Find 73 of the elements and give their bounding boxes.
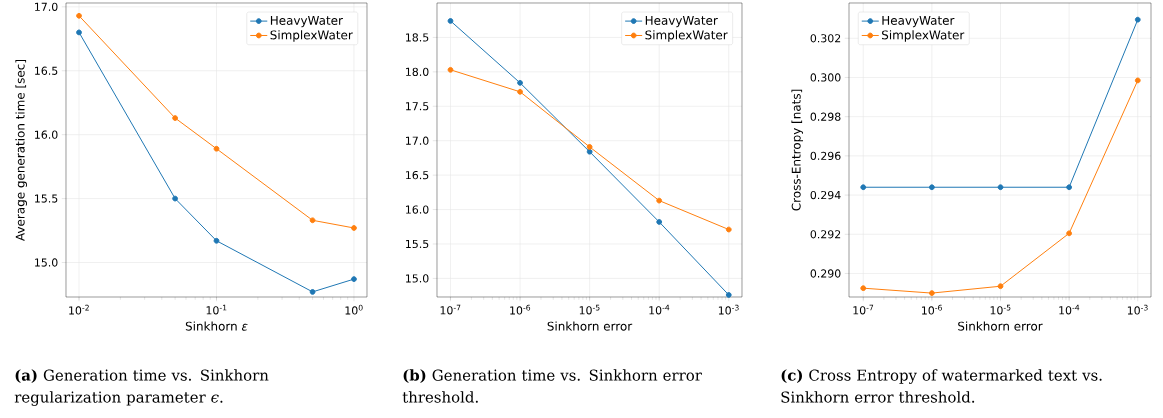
point <box>447 66 454 73</box>
y-tick-label: 18.0 <box>406 67 429 76</box>
legend-label: SimplexWater <box>270 30 353 42</box>
point <box>860 184 867 191</box>
y-tick-label: 17.0 <box>406 136 429 145</box>
point <box>586 148 593 155</box>
point <box>1066 184 1073 191</box>
x-axis-title: Sinkhorn ε <box>185 321 248 331</box>
x-tick-label: 10$^{-5}$ <box>990 304 1011 315</box>
y-tick-label: 16.0 <box>35 130 58 139</box>
point <box>351 225 357 231</box>
point <box>997 283 1004 290</box>
x-axis-title: Sinkhorn error <box>547 321 633 331</box>
point <box>928 290 935 296</box>
y-tick-label: 15.5 <box>35 194 58 203</box>
point <box>586 144 593 150</box>
legend-label: HeavyWater <box>882 16 955 28</box>
point <box>351 276 357 282</box>
point <box>517 88 523 95</box>
point <box>656 197 663 204</box>
point <box>928 184 935 191</box>
x-axis-title: Sinkhorn error <box>958 321 1043 331</box>
point <box>76 29 82 36</box>
point <box>213 145 220 152</box>
x-tick-label: 10$^{-3}$ <box>1127 304 1148 315</box>
y-tick-label: 16.0 <box>406 205 429 214</box>
y-tick-label: 0.294 <box>810 190 841 200</box>
legend-label: HeavyWater <box>270 16 343 28</box>
point <box>997 184 1004 191</box>
point <box>1134 16 1141 23</box>
point <box>1134 77 1141 84</box>
point <box>447 18 454 24</box>
y-tick-label: 15.5 <box>406 239 429 249</box>
y-tick-label: 0.290 <box>810 269 841 278</box>
text: (a) Generation time vs. Sinkhorn regularization parameter ϵ. <box>14 369 269 406</box>
legend-label: SimplexWater <box>645 30 728 42</box>
y-tick-label: 17.0 <box>35 2 58 11</box>
y-tick-label: 17.5 <box>406 102 429 111</box>
y-tick-label: 16.5 <box>35 66 58 75</box>
y-tick-label: 18.5 <box>406 33 429 42</box>
point <box>725 226 732 233</box>
y-tick-label: 0.298 <box>810 112 841 121</box>
y-tick-label: 0.292 <box>810 230 841 239</box>
text: (c) Cross Entropy of watermarked text vs. Sinkhorn error threshold. <box>781 369 1102 403</box>
x-tick-label: 10$^{-5}$ <box>579 304 600 315</box>
point <box>213 237 220 244</box>
legend-label: SimplexWater <box>882 30 965 42</box>
x-tick-label: 10$^{-6}$ <box>922 304 942 315</box>
x-tick-label: 10$^{-6}$ <box>510 304 531 315</box>
x-tick-label: 10$^{0}$ <box>345 304 363 315</box>
y-tick-label: 0.300 <box>810 73 841 82</box>
y-tick-label: 0.302 <box>810 34 841 43</box>
x-tick-label: 10$^{-4}$ <box>649 304 670 315</box>
y-axis-title: Average generation time [sec] <box>15 60 27 241</box>
text: (b) Generation time vs. Sinkhorn error threshold. <box>402 369 702 403</box>
y-tick-label: 16.5 <box>406 170 429 180</box>
x-tick-label: 10$^{-2}$ <box>69 304 89 315</box>
legend-label: HeavyWater <box>645 16 718 28</box>
point <box>517 79 523 86</box>
point <box>725 292 732 298</box>
x-tick-label: 10$^{-4}$ <box>1059 304 1080 315</box>
point <box>656 219 663 225</box>
point <box>860 285 867 292</box>
y-tick-label: 0.296 <box>810 151 841 161</box>
x-tick-label: 10$^{-1}$ <box>206 304 227 315</box>
point <box>1066 230 1073 237</box>
y-tick-label: 15.0 <box>406 274 429 283</box>
x-tick-label: 10$^{-3}$ <box>718 304 739 315</box>
x-tick-label: 10$^{-7}$ <box>853 304 874 315</box>
x-tick-label: 10$^{-7}$ <box>440 304 461 315</box>
y-axis-title: Cross-Entropy [nats] <box>791 89 804 211</box>
y-tick-label: 15.0 <box>35 258 58 267</box>
point <box>76 12 82 19</box>
